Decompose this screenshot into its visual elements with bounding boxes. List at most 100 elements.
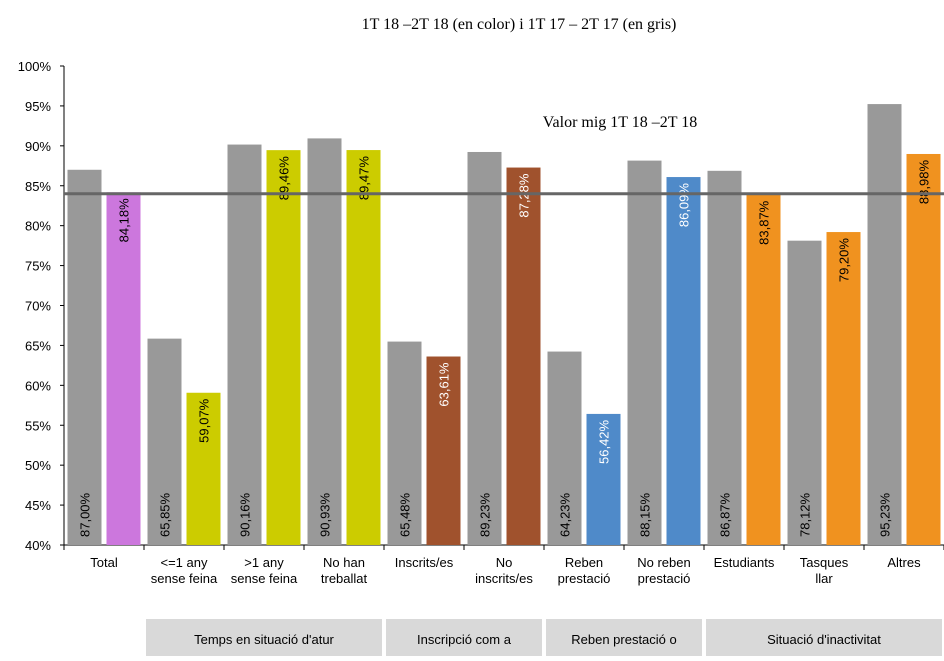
category-label: >1 any sense feina (231, 555, 298, 586)
category-label-line: Reben (565, 555, 603, 570)
bar-color (746, 194, 781, 545)
bar-color (106, 192, 141, 545)
bar-gray (467, 151, 502, 545)
category-label: Tasques llar (800, 555, 849, 586)
data-label-gray: 89,23% (478, 492, 493, 537)
chart-title: 1T 18 –2T 18 (en color) i 1T 17 – 2T 17 … (362, 16, 677, 33)
data-label-gray: 64,23% (558, 492, 573, 537)
data-label-color: 56,42% (597, 419, 612, 464)
y-tick-label: 100% (18, 59, 52, 74)
data-label-gray: 88,15% (638, 492, 653, 537)
group-label: Situació d'inactivitat (767, 632, 881, 647)
bar-color (506, 167, 541, 545)
category-label-line: Total (90, 555, 118, 570)
y-tick-label: 65% (25, 338, 51, 353)
y-tick-label: 90% (25, 139, 51, 154)
bar-gray (227, 144, 262, 545)
category-label-line: prestació (638, 571, 691, 586)
bar-color (266, 150, 301, 545)
bar-color (826, 232, 861, 545)
category-label-line: No han (323, 555, 365, 570)
axes: 40% 45% 50% 55% 60% 65% 70% 75% 80% 85% 90% 95% 100% (18, 59, 944, 553)
y-tick-label: 70% (25, 299, 51, 314)
bar-color (186, 392, 221, 545)
bar-color (426, 356, 461, 545)
y-tick-label: 45% (25, 498, 51, 513)
category-label: Total (90, 555, 118, 570)
data-label-gray: 78,12% (798, 492, 813, 537)
category-label-line: Estudiants (714, 555, 775, 570)
group-box (146, 619, 382, 658)
category-label-line: Altres (887, 555, 921, 570)
data-labels: 87,00% 84,18% 65,85% 59,07% 90,16% 89,46% 90,9… (78, 156, 932, 537)
category-label-line: prestació (558, 571, 611, 586)
bar-gray (627, 160, 662, 546)
category-label-line: No (496, 555, 513, 570)
category-label-line: llar (815, 571, 833, 586)
y-tick-label: 80% (25, 219, 51, 234)
data-label-color: 83,87% (757, 200, 772, 245)
group-labels: Temps en situació d'atur Inscripció com a… (146, 619, 942, 658)
y-tick-label: 75% (25, 259, 51, 274)
data-label-color: 79,20% (837, 238, 852, 283)
category-label: No reben prestació (637, 555, 690, 586)
category-label: No han treballat (321, 555, 368, 586)
category-label: Reben prestació (558, 555, 611, 586)
data-label-gray: 90,16% (238, 492, 253, 537)
y-tick-label: 50% (25, 458, 51, 473)
data-label-gray: 65,85% (158, 492, 173, 537)
group-label: Temps en situació d'atur (194, 632, 334, 647)
data-label-gray: 90,93% (318, 492, 333, 537)
category-label-line: Tasques (800, 555, 849, 570)
category-label-line: Inscrits/es (395, 555, 454, 570)
group-label: Inscripció com a (417, 632, 512, 647)
bar-gray (307, 138, 342, 546)
bar-gray (387, 341, 422, 545)
group-label: Reben prestació o (571, 632, 677, 647)
data-label-color: 59,07% (197, 398, 212, 443)
y-tick-label: 60% (25, 378, 51, 393)
category-label-line: <=1 any (161, 555, 208, 570)
reference-line-group: Valor mig 1T 18 –2T 18 (64, 114, 944, 196)
category-label-line: sense feina (151, 571, 218, 586)
category-label: Estudiants (714, 555, 775, 570)
data-label-color: 86,09% (677, 183, 692, 228)
category-label-line: sense feina (231, 571, 298, 586)
category-label: <=1 any sense feina (151, 555, 218, 586)
bar-gray (547, 351, 582, 545)
bar-color (586, 413, 621, 545)
y-tick-label: 55% (25, 418, 51, 433)
data-label-color: 63,61% (437, 362, 452, 407)
data-label-gray: 65,48% (398, 492, 413, 537)
bar-color (906, 153, 941, 546)
category-label-line: >1 any (244, 555, 284, 570)
category-label: Altres (887, 555, 921, 570)
bar-gray (787, 240, 822, 545)
reference-line-label: Valor mig 1T 18 –2T 18 (543, 114, 698, 131)
bar-gray (67, 169, 102, 546)
bar-gray (867, 104, 902, 545)
group-box (386, 619, 542, 658)
group-box (546, 619, 702, 658)
data-label-color: 89,46% (277, 156, 292, 201)
data-label-gray: 86,87% (718, 492, 733, 537)
bar-color (666, 177, 701, 546)
category-label-line: treballat (321, 571, 368, 586)
data-label-gray: 87,00% (78, 492, 93, 537)
group-box (706, 619, 942, 658)
category-labels: Total <=1 any sense feina>1 any sense feina… (90, 555, 921, 586)
category-label-line: No reben (637, 555, 690, 570)
data-label-color: 84,18% (116, 198, 131, 243)
y-tick-label: 95% (25, 99, 51, 114)
bar-color (346, 150, 381, 545)
bar-gray (707, 170, 742, 545)
data-label-gray: 95,23% (878, 492, 893, 537)
data-label-color: 88,98% (917, 160, 932, 205)
bars (67, 104, 941, 546)
category-label: No inscrits/es (475, 555, 533, 586)
bar-gray (147, 338, 182, 545)
y-tick-label: 40% (25, 538, 51, 553)
y-tick-label: 85% (25, 179, 51, 194)
